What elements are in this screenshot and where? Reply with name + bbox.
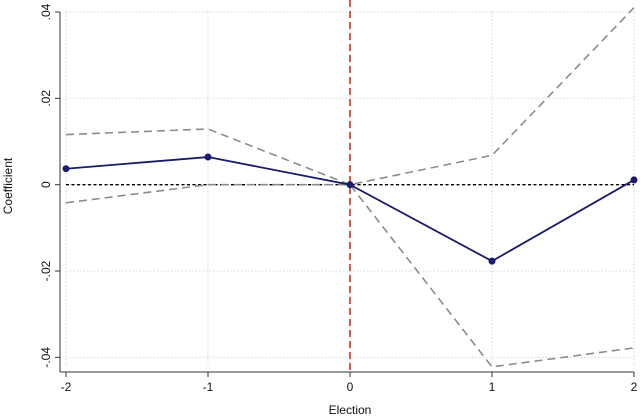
x-tick-label: 0	[347, 380, 354, 394]
series	[62, 7, 638, 368]
x-tick-label: -2	[61, 380, 72, 394]
estimate-point	[488, 257, 496, 265]
lower-ci-line	[65, 183, 635, 368]
estimate-point	[630, 176, 638, 184]
y-tick-label: -.04	[39, 347, 53, 368]
x-tick-label: -1	[203, 380, 214, 394]
estimate-point	[62, 165, 70, 173]
y-tick-label: 0	[39, 181, 53, 188]
y-tick-label: -.02	[39, 260, 53, 281]
estimate-point	[346, 181, 354, 189]
x-tick-label: 2	[631, 380, 638, 394]
reference-lines	[66, 0, 634, 372]
y-tick-label: .04	[39, 3, 53, 20]
estimate-point	[204, 153, 212, 161]
upper-ci-line	[65, 7, 635, 186]
x-tick-label: 1	[489, 380, 496, 394]
x-axis-title: Election	[329, 403, 372, 417]
y-tick-label: .02	[39, 90, 53, 107]
y-axis-title: Coefficient	[1, 157, 15, 214]
axes: -.04 -.02 0 .02 .04 -2 -1 0 1 2	[39, 3, 638, 394]
